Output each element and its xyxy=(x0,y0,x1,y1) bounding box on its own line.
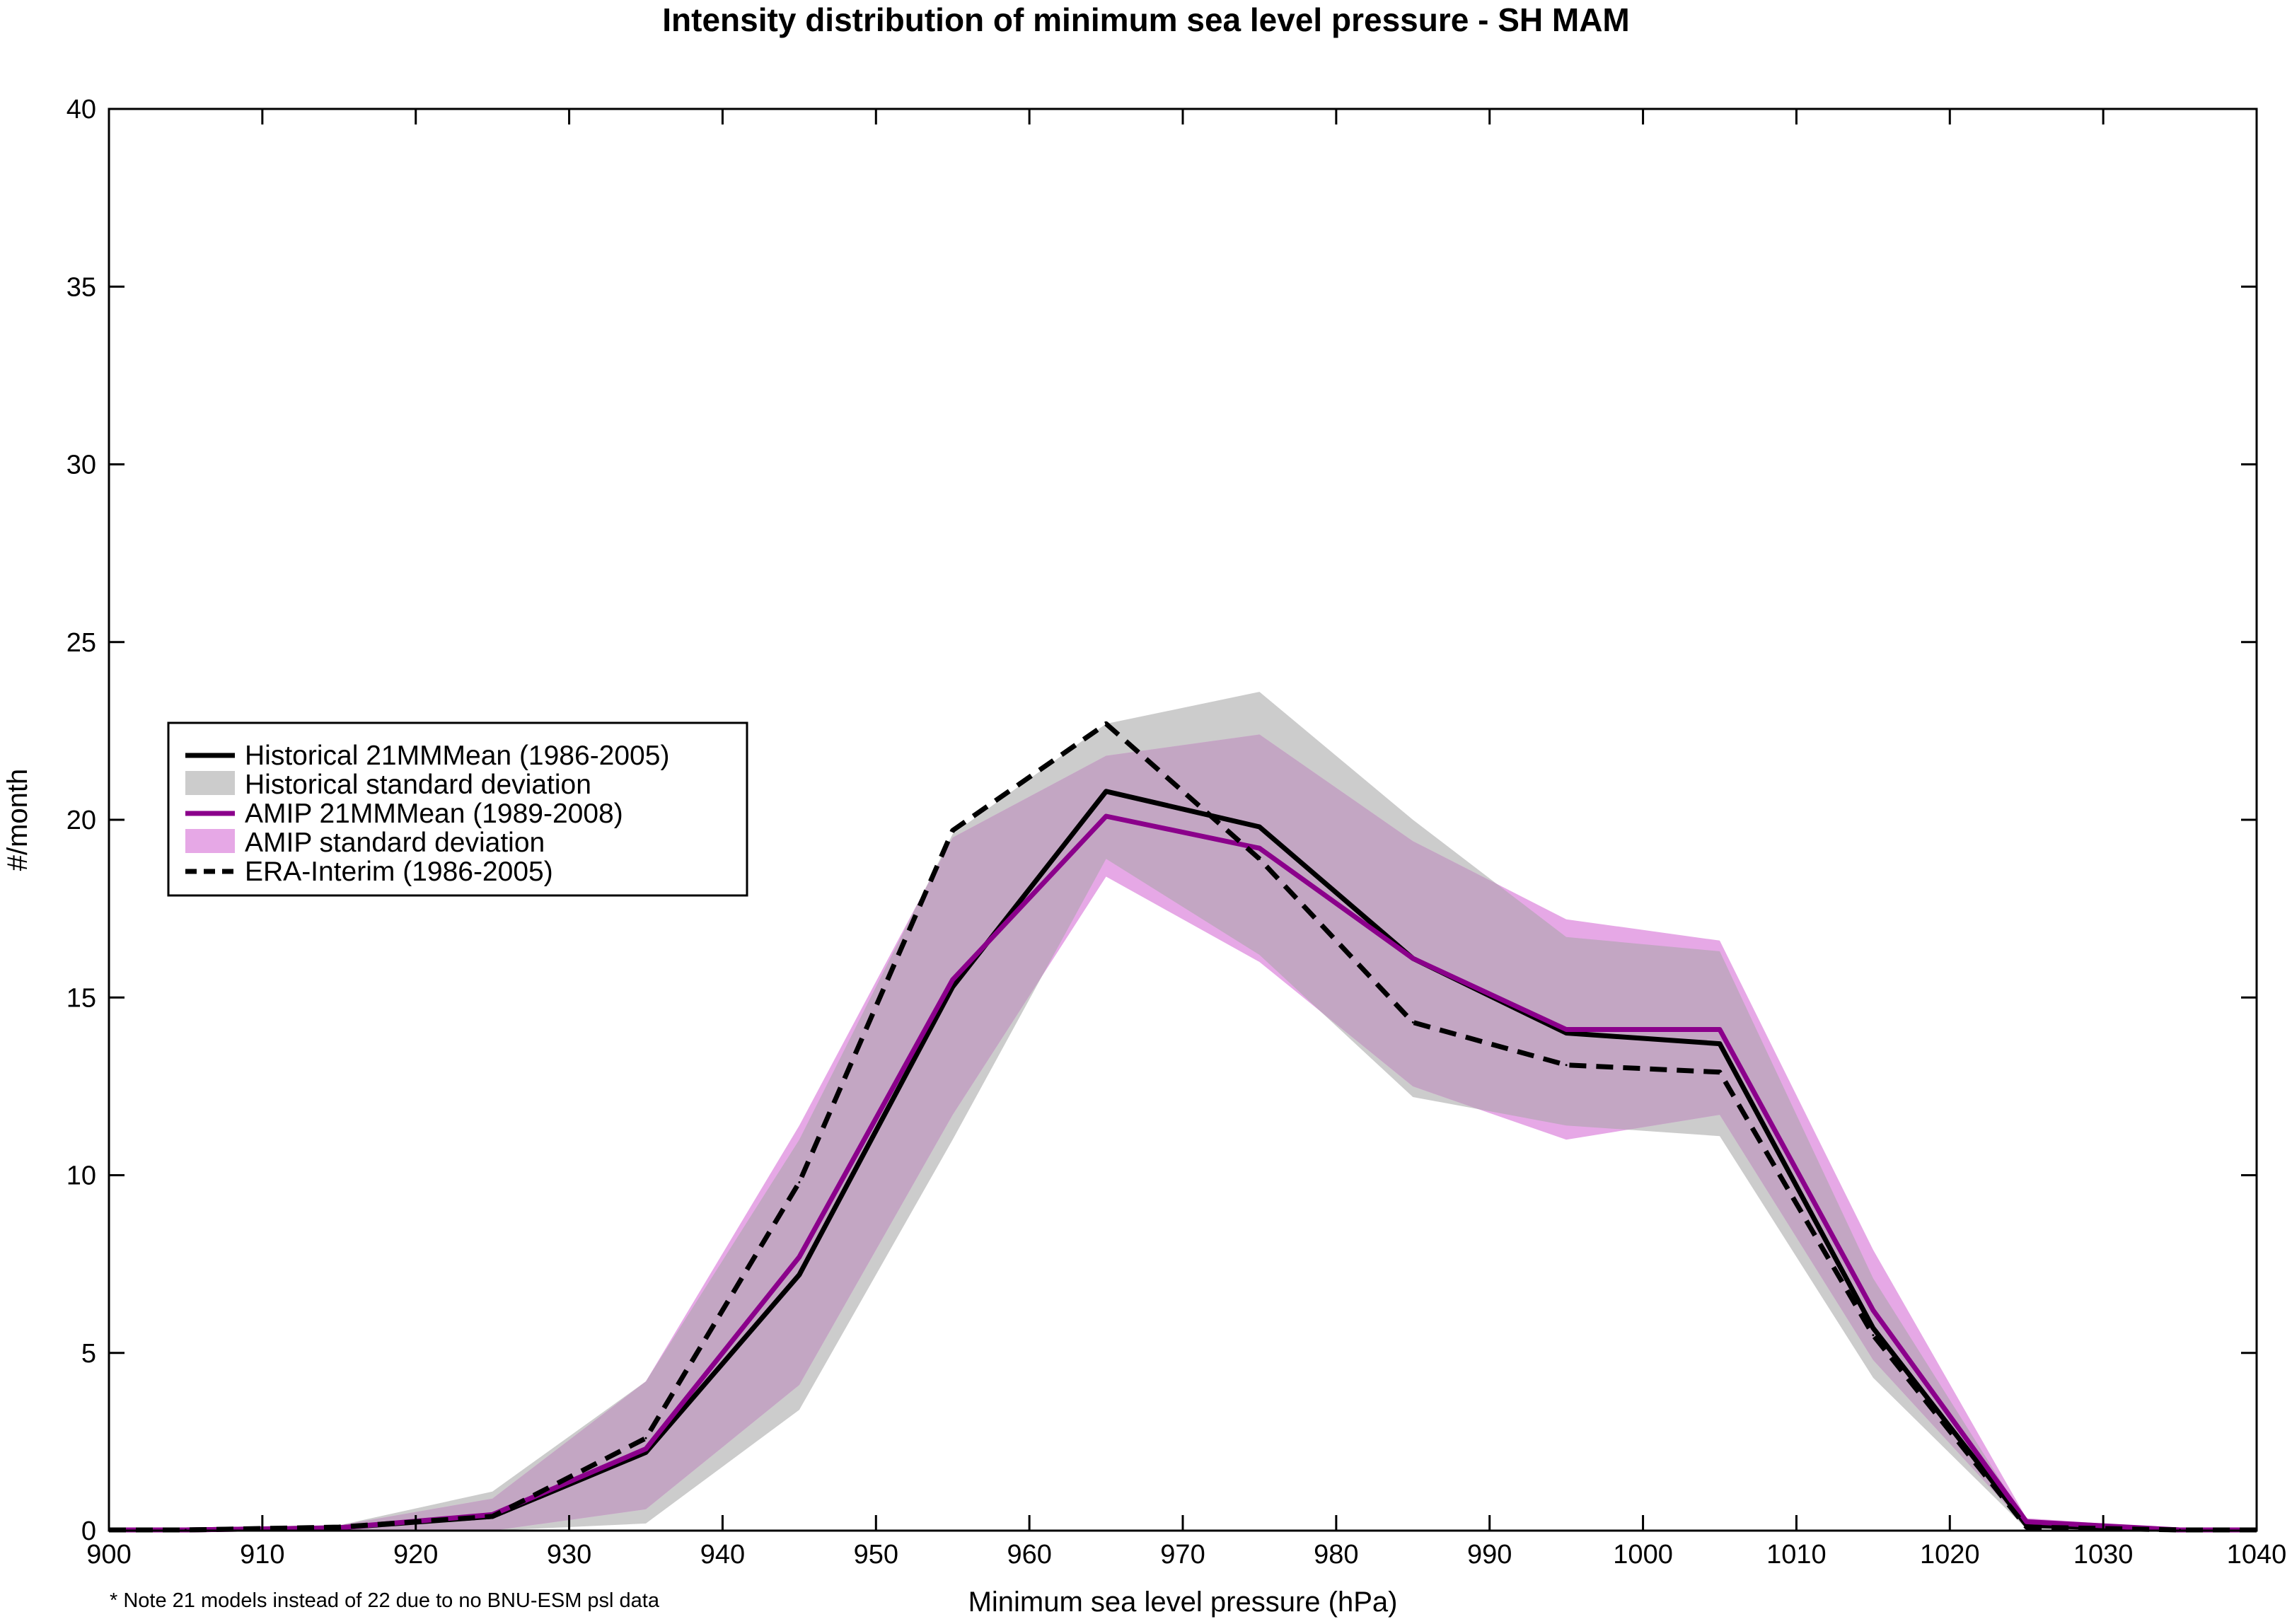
x-tick-label: 1020 xyxy=(1920,1540,1980,1570)
point-era-interim xyxy=(337,1526,340,1529)
x-tick-label: 1030 xyxy=(2073,1540,2134,1570)
point-era-interim xyxy=(1105,722,1108,725)
point-amip-mean xyxy=(1105,815,1108,818)
y-axis-label: #/month xyxy=(2,769,33,871)
point-historical-mean xyxy=(951,985,954,988)
point-amip-mean xyxy=(1258,847,1261,849)
point-amip-mean xyxy=(1872,1309,1875,1311)
point-era-interim xyxy=(644,1437,647,1439)
point-amip-mean xyxy=(1411,957,1414,960)
point-historical-mean xyxy=(1565,1032,1568,1034)
legend: Historical 21MMMean (1986-2005) Historic… xyxy=(167,721,748,897)
x-tick-label: 940 xyxy=(700,1540,745,1570)
x-tick-label: 930 xyxy=(547,1540,591,1570)
point-amip-mean xyxy=(1565,1028,1568,1031)
point-era-interim xyxy=(1258,857,1261,860)
point-era-interim xyxy=(1565,1064,1568,1067)
point-historical-mean xyxy=(1258,825,1261,828)
point-era-interim xyxy=(491,1515,494,1518)
y-tick-label: 35 xyxy=(66,272,96,302)
legend-label-era-interim: ERA-Interim (1986-2005) xyxy=(245,857,553,887)
chart-title: Intensity distribution of minimum sea le… xyxy=(662,1,1629,38)
legend-box xyxy=(167,721,748,897)
x-tick-label: 910 xyxy=(240,1540,284,1570)
point-era-interim xyxy=(1411,1021,1414,1023)
x-tick-label: 970 xyxy=(1160,1540,1205,1570)
point-historical-mean xyxy=(1872,1327,1875,1330)
point-amip-mean xyxy=(951,978,954,981)
x-tick-label: 960 xyxy=(1007,1540,1051,1570)
point-historical-mean xyxy=(798,1273,801,1276)
x-axis-label: Minimum sea level pressure (hPa) xyxy=(968,1587,1398,1618)
point-historical-mean xyxy=(1718,1043,1721,1045)
point-amip-mean xyxy=(644,1447,647,1450)
y-tick-label: 40 xyxy=(66,95,96,124)
band-overlap xyxy=(109,734,2257,1531)
legend-label-amip-mean: AMIP 21MMMean (1989-2008) xyxy=(245,799,623,829)
y-tick-label: 0 xyxy=(81,1516,96,1546)
x-tick-label: 900 xyxy=(86,1540,131,1570)
x-tick-label: 1010 xyxy=(1766,1540,1827,1570)
point-era-interim xyxy=(1718,1071,1721,1074)
ticks-layer: 900 910 920 930 940 950 960 970 980 990 1000 1010 10… xyxy=(66,95,2287,1570)
legend-label-historical-std: Historical standard deviation xyxy=(245,770,591,800)
point-historical-mean xyxy=(1105,790,1108,793)
y-tick-label: 10 xyxy=(66,1161,96,1191)
legend-swatch-historical-std xyxy=(185,771,235,795)
x-tick-label: 980 xyxy=(1314,1540,1358,1570)
y-tick-label: 25 xyxy=(66,628,96,658)
x-tick-label: 1040 xyxy=(2227,1540,2287,1570)
y-tick-label: 20 xyxy=(66,806,96,835)
point-amip-mean xyxy=(2025,1520,2028,1523)
point-amip-mean xyxy=(1718,1028,1721,1031)
x-tick-label: 990 xyxy=(1467,1540,1512,1570)
legend-swatch-amip-std xyxy=(185,829,235,853)
point-era-interim xyxy=(2025,1526,2028,1529)
point-era-interim xyxy=(1872,1334,1875,1337)
x-tick-label: 1000 xyxy=(1613,1540,1673,1570)
legend-label-historical-mean: Historical 21MMMean (1986-2005) xyxy=(245,741,669,771)
x-tick-label: 920 xyxy=(393,1540,438,1570)
footnote: * Note 21 models instead of 22 due to no… xyxy=(110,1589,660,1612)
bands-layer xyxy=(109,692,2257,1531)
point-era-interim xyxy=(798,1181,801,1183)
point-historical-mean xyxy=(644,1451,647,1454)
y-tick-label: 5 xyxy=(81,1339,96,1369)
legend-label-amip-std: AMIP standard deviation xyxy=(245,828,545,858)
point-era-interim xyxy=(951,829,954,832)
y-tick-label: 30 xyxy=(66,451,96,480)
y-tick-label: 15 xyxy=(66,983,96,1013)
point-amip-mean xyxy=(798,1255,801,1258)
x-tick-label: 950 xyxy=(854,1540,898,1570)
